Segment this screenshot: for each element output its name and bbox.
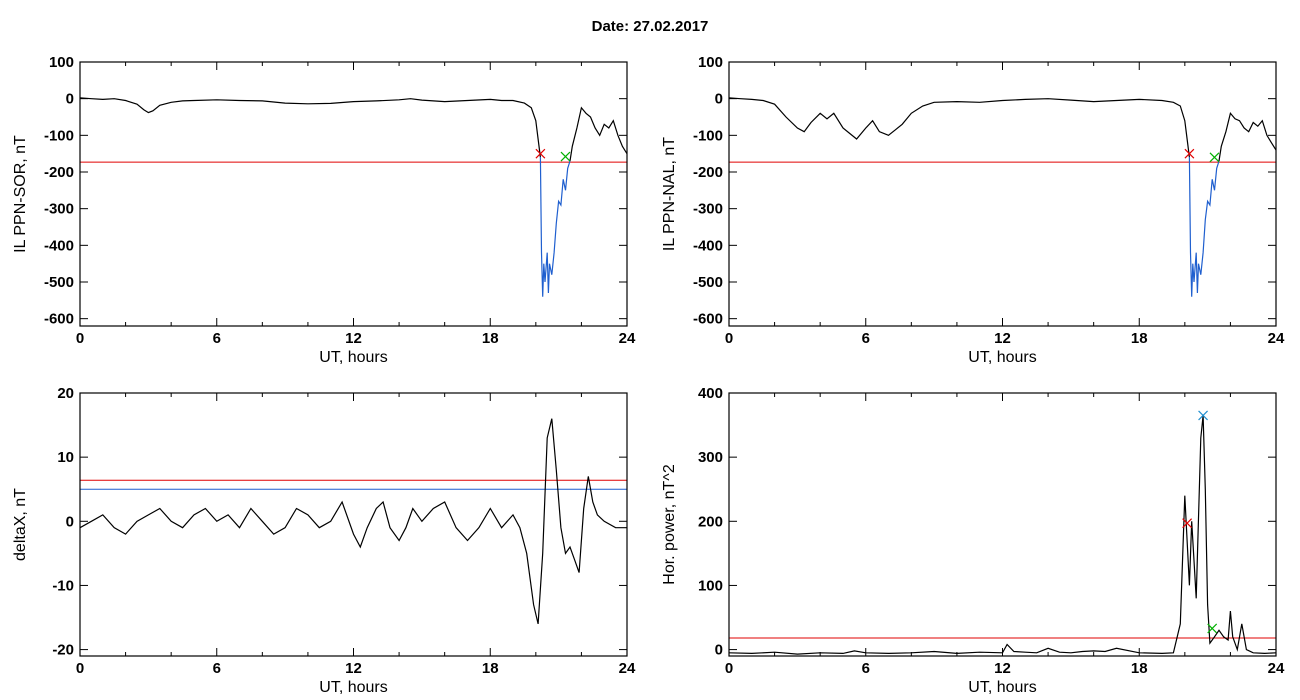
y-tick-label: 0 [66,91,74,108]
y-tick-label: 100 [698,54,723,71]
x-marker-stroke [1207,623,1218,634]
series-line-1 [729,415,1276,655]
x-tick-label: 0 [76,660,84,677]
y-axis-label: IL PPN-NAL, nT [661,137,678,251]
x-tick-label: 24 [1268,660,1285,677]
y-tick-label: -400 [44,237,74,254]
series-line-1 [80,418,627,625]
y-tick-label: -10 [52,577,74,594]
x-tick-label: 12 [345,330,362,347]
x-axis-label: UT, hours [968,679,1036,696]
x-tick-label: 6 [862,660,870,677]
y-tick-label: 200 [698,513,723,530]
y-tick-label: -200 [693,164,723,181]
x-tick-label: 0 [725,330,733,347]
x-marker-1 [1184,148,1195,159]
x-marker-stroke [1182,518,1193,529]
x-marker-stroke [560,151,571,162]
y-tick-label: 400 [698,385,723,402]
y-tick-label: -100 [693,127,723,144]
y-tick-label: -400 [693,237,723,254]
x-axis-label: UT, hours [968,349,1036,366]
page-title: Date: 27.02.2017 [591,18,709,35]
y-tick-label: -100 [44,127,74,144]
x-marker-2 [1198,410,1208,421]
y-tick-label: -500 [44,274,74,291]
y-tick-label: -20 [52,642,74,659]
x-axis-label: UT, hours [319,679,387,696]
panel-2: 0 6 12 18 24 100 0 -100 -200 -300 -400 -500 -600 UT, … [661,54,1285,366]
x-marker-stroke [535,148,546,159]
x-tick-label: 0 [725,660,733,677]
x-axis-label: UT, hours [319,349,387,366]
series-line-2 [1188,157,1220,297]
x-tick-label: 24 [619,660,636,677]
x-tick-label: 18 [482,330,499,347]
y-tick-label: 300 [698,449,723,466]
x-tick-label: 24 [1268,330,1285,347]
series-line-3 [569,106,627,162]
x-marker-stroke [1184,148,1195,159]
y-axis-label: Hor. power, nT^2 [661,464,678,585]
x-tick-label: 12 [345,660,362,677]
x-marker-1 [1182,518,1193,529]
x-tick-label: 12 [994,330,1011,347]
y-tick-label: 100 [698,577,723,594]
y-tick-label: -600 [44,311,74,328]
series-line-1 [80,97,541,158]
y-tick-label: 20 [57,385,74,402]
y-tick-label: 100 [49,54,74,71]
plot-frame [728,61,1277,327]
series-line-1 [729,97,1190,158]
x-tick-label: 18 [1131,330,1148,347]
y-axis-label: IL PPN-SOR, nT [12,135,29,253]
x-tick-label: 24 [619,330,636,347]
y-axis-label: deltaX, nT [12,488,29,561]
x-tick-label: 18 [1131,660,1148,677]
y-tick-label: -300 [44,201,74,218]
y-tick-label: 0 [715,91,723,108]
x-marker-1 [535,148,546,159]
panel-1: 0 6 12 18 24 100 0 -100 -200 -300 -400 -500 -600 UT, … [12,54,636,366]
panel-4: 0 6 12 18 24 400 300 200 100 0 UT, hours Hor. power… [661,385,1285,696]
x-marker-2 [1209,152,1220,163]
x-marker-stroke [1198,410,1208,421]
x-tick-label: 12 [994,660,1011,677]
series-line-3 [1218,112,1276,162]
plot-frame [728,392,1277,657]
series-line-2 [539,157,571,297]
y-tick-label: -300 [693,201,723,218]
x-tick-label: 6 [213,330,221,347]
x-marker-2 [560,151,571,162]
y-tick-label: 0 [66,513,74,530]
plot-frame [79,392,628,657]
y-tick-label: 0 [715,642,723,659]
panel-3: 0 6 12 18 24 20 10 0 -10 -20 UT, hours deltaX, nT [12,385,636,696]
x-tick-label: 6 [213,660,221,677]
y-tick-label: -200 [44,164,74,181]
x-marker-3 [1207,623,1218,634]
y-tick-label: -500 [693,274,723,291]
x-marker-stroke [1209,152,1220,163]
x-tick-label: 6 [862,330,870,347]
y-tick-label: 10 [57,449,74,466]
x-tick-label: 0 [76,330,84,347]
y-tick-label: -600 [693,311,723,328]
x-tick-label: 18 [482,660,499,677]
